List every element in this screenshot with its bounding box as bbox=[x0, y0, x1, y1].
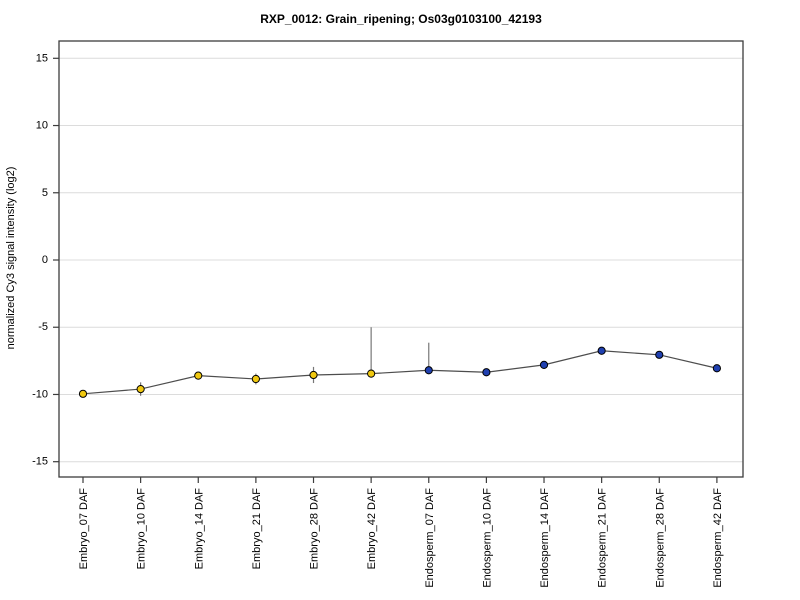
y-tick-label: 0 bbox=[42, 254, 48, 266]
x-tick-labels-layer: Embryo_07 DAF Embryo_10 DAF Embryo_14 DAF E… bbox=[78, 488, 724, 588]
data-line-layer bbox=[82, 350, 718, 395]
data-line bbox=[82, 350, 718, 395]
x-tick-label: Embryo_28 DAF bbox=[309, 488, 321, 570]
y-axis-label: normalized Cy3 signal intensity (log2) bbox=[5, 167, 17, 350]
data-point bbox=[655, 350, 664, 359]
x-tick-label: Embryo_07 DAF bbox=[78, 488, 90, 570]
axis-ticks-layer bbox=[53, 57, 718, 483]
x-tick-label: Endosperm_28 DAF bbox=[654, 488, 666, 588]
chart-title: RXP_0012: Grain_ripening; Os03g0103100_4… bbox=[260, 12, 542, 26]
y-tick-labels-layer: -15 -10 -5 0 5 10 15 bbox=[32, 52, 48, 467]
y-tick-label: 15 bbox=[36, 52, 48, 64]
data-point bbox=[136, 384, 145, 394]
error-bars-layer bbox=[140, 327, 660, 396]
y-tick-label: -15 bbox=[32, 456, 48, 468]
data-point bbox=[424, 366, 433, 375]
data-point bbox=[251, 374, 260, 384]
gridlines-layer bbox=[59, 57, 743, 463]
data-point bbox=[367, 369, 376, 378]
plot-frame-layer bbox=[58, 40, 744, 478]
x-tick-label: Embryo_21 DAF bbox=[251, 488, 263, 570]
x-tick-label: Endosperm_42 DAF bbox=[712, 488, 724, 588]
y-tick-label: -5 bbox=[38, 321, 48, 333]
data-point bbox=[597, 346, 606, 355]
x-tick-label: Endosperm_10 DAF bbox=[481, 488, 493, 588]
data-points-layer bbox=[78, 346, 721, 398]
x-tick-label: Endosperm_14 DAF bbox=[539, 488, 551, 588]
data-point bbox=[539, 360, 549, 369]
data-point bbox=[712, 364, 721, 373]
data-point bbox=[309, 370, 318, 380]
y-tick-label: 10 bbox=[36, 120, 48, 132]
y-tick-label: -10 bbox=[32, 388, 48, 400]
x-tick-label: Embryo_42 DAF bbox=[366, 488, 378, 570]
x-tick-label: Embryo_14 DAF bbox=[193, 488, 205, 570]
x-tick-label: Endosperm_07 DAF bbox=[424, 488, 436, 588]
plot-frame bbox=[58, 40, 744, 478]
y-tick-label: 5 bbox=[42, 187, 48, 199]
data-point bbox=[194, 371, 203, 380]
data-point bbox=[482, 368, 491, 377]
x-tick-label: Embryo_10 DAF bbox=[136, 488, 148, 570]
data-point bbox=[78, 389, 88, 398]
x-tick-label: Endosperm_21 DAF bbox=[597, 488, 609, 588]
